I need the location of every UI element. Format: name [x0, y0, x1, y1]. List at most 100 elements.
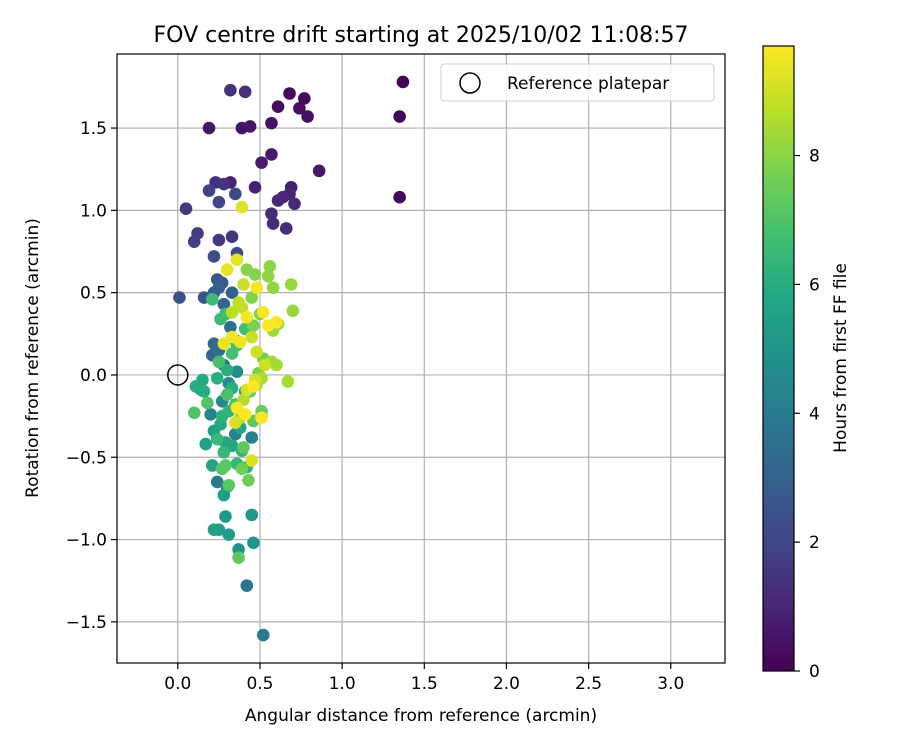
scatter-point	[298, 92, 311, 105]
scatter-point	[212, 281, 226, 295]
scatter-point	[229, 187, 242, 201]
scatter-point	[242, 474, 255, 487]
scatter-point	[245, 330, 259, 344]
scatter-point	[393, 110, 406, 123]
scatter-point	[255, 156, 268, 169]
scatter-point	[393, 190, 406, 204]
scatter-point	[235, 121, 249, 135]
scatter-point	[220, 388, 234, 402]
y-tick-label: 1.0	[80, 201, 107, 221]
scatter-point	[179, 202, 193, 216]
colorbar-tick-label: 4	[809, 404, 820, 424]
scatter-point	[224, 320, 237, 334]
scatter-point	[199, 437, 213, 451]
scatter-point	[263, 260, 277, 273]
scatter-point	[288, 197, 301, 211]
scatter-point	[217, 297, 231, 311]
scatter-point	[261, 269, 275, 283]
y-tick-label: −1.5	[66, 613, 107, 633]
scatter-point	[230, 253, 244, 267]
scatter-point	[233, 335, 247, 349]
scatter-point	[266, 281, 280, 295]
scatter-point	[284, 278, 298, 291]
scatter-point	[202, 121, 216, 135]
scatter-point	[187, 235, 201, 248]
colorbar-ticks: 0 2 4 6 8	[794, 147, 820, 682]
scatter-point	[219, 510, 232, 523]
legend-label: Reference platepar	[507, 74, 669, 94]
scatter-points	[173, 75, 410, 642]
scatter-point	[222, 478, 236, 492]
y-tick-label: −0.5	[66, 448, 107, 468]
scatter-point	[265, 148, 278, 161]
scatter-point	[270, 315, 283, 329]
scatter-point	[245, 431, 259, 444]
scatter-point	[247, 536, 260, 550]
x-tick-label: 1.0	[329, 674, 356, 694]
scatter-point	[222, 528, 236, 541]
scatter-point	[258, 358, 272, 372]
scatter-point	[212, 355, 226, 369]
colorbar-tick-label: 0	[809, 662, 820, 682]
scatter-point	[271, 194, 285, 207]
scatter-point	[225, 230, 239, 243]
scatter-point	[247, 380, 260, 393]
scatter-point	[217, 446, 231, 459]
scatter-point	[235, 200, 249, 214]
colorbar-label: Hours from first FF file	[831, 263, 851, 453]
x-axis-label: Angular distance from reference (arcmin)	[245, 706, 597, 726]
scatter-point	[229, 416, 242, 429]
scatter-point	[225, 306, 239, 319]
scatter-point	[270, 358, 283, 372]
scatter-point	[232, 551, 245, 564]
chart-title: FOV centre drift starting at 2025/10/02 …	[154, 23, 689, 48]
x-tick-label: 2.0	[493, 674, 520, 694]
colorbar-tick-label: 6	[809, 275, 820, 295]
scatter-point	[271, 100, 285, 113]
legend: Reference platepar	[440, 63, 715, 102]
scatter-point	[301, 110, 314, 123]
scatter-point	[250, 345, 263, 359]
x-tick-label: 2.5	[575, 674, 602, 694]
x-tick-label: 0.0	[164, 674, 191, 694]
colorbar-gradient	[762, 45, 795, 672]
scatter-point	[265, 207, 278, 220]
x-axis-ticks: 0.0 0.5 1.0 1.5 2.0 2.5 3.0	[164, 663, 684, 694]
scatter-point	[207, 250, 221, 263]
x-tick-label: 1.5	[411, 674, 438, 694]
scatter-point	[220, 363, 234, 377]
reference-marker	[167, 364, 189, 386]
scatter-point	[265, 116, 278, 130]
scatter-point	[256, 628, 270, 642]
scatter-point	[206, 292, 219, 306]
scatter-point	[230, 365, 244, 378]
legend-marker	[459, 72, 481, 94]
colorbar-tick-label: 2	[809, 533, 820, 553]
scatter-point	[235, 462, 249, 476]
scatter-point	[235, 301, 249, 314]
y-tick-label: −1.0	[66, 531, 107, 551]
scatter-point	[312, 164, 326, 178]
scatter-point	[237, 441, 250, 454]
y-tick-label: 0.5	[80, 284, 107, 304]
scatter-point	[256, 306, 270, 319]
scatter-point	[255, 411, 268, 425]
y-tick-label: 0.0	[80, 366, 107, 386]
scatter-point	[281, 375, 295, 388]
scatter-point	[293, 102, 306, 115]
scatter-point	[212, 233, 226, 247]
scatter-point	[237, 278, 250, 291]
scatter-point	[210, 432, 224, 446]
scatter-point	[210, 371, 224, 385]
scatter-point	[210, 475, 224, 489]
scatter-point	[219, 459, 232, 472]
scatter-point	[396, 75, 410, 89]
scatter-point	[224, 83, 237, 97]
scatter-point	[197, 385, 211, 398]
scatter-point	[212, 195, 226, 209]
scatter-point	[279, 222, 293, 235]
scatter-point	[240, 579, 254, 592]
scatter-point	[225, 286, 239, 299]
scatter-point	[283, 87, 296, 100]
